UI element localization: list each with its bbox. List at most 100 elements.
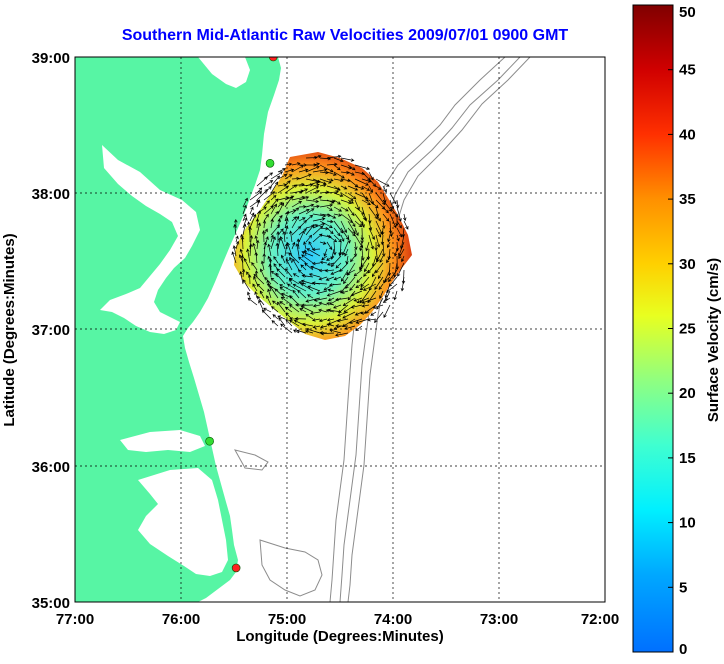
velocity-arrow — [324, 268, 335, 273]
velocity-arrow — [389, 213, 397, 229]
velocity-arrow — [326, 219, 334, 224]
velocity-arrow — [347, 185, 359, 191]
velocity-arrow — [242, 204, 247, 215]
velocity-arrow — [356, 297, 370, 304]
station-marker — [268, 57, 278, 62]
velocity-arrow — [263, 228, 268, 236]
velocity-arrow — [375, 178, 390, 187]
x-tick-label: 76:00 — [162, 611, 200, 628]
velocity-arrow — [243, 257, 251, 271]
velocity-arrow — [326, 162, 338, 167]
velocity-arrow — [271, 320, 279, 327]
velocity-arrow — [263, 213, 269, 222]
velocity-arrow — [305, 186, 320, 194]
velocity-arrow — [347, 213, 356, 228]
velocity-arrow — [286, 283, 300, 292]
velocity-arrow — [368, 178, 377, 187]
colorbar-ticks: 0 5 10 15 20 25 30 35 40 45 50 — [668, 4, 696, 658]
velocity-arrow — [395, 241, 400, 252]
velocity-arrow — [379, 290, 384, 299]
velocity-arrow — [254, 291, 258, 299]
velocity-arrow — [298, 208, 310, 215]
velocity-arrow — [333, 171, 345, 179]
y-tick-label: 35:00 — [32, 595, 70, 612]
velocity-arrow — [342, 318, 356, 327]
velocity-arrow — [383, 276, 391, 282]
velocity-arrow — [333, 157, 344, 163]
velocity-arrow — [359, 241, 363, 252]
velocity-arrow — [276, 268, 286, 278]
velocity-arrow — [232, 245, 237, 257]
velocity-arrow — [326, 227, 334, 235]
velocity-arrow — [393, 248, 398, 257]
velocity-arrow — [333, 213, 342, 217]
velocity-arrow — [249, 235, 254, 250]
velocity-arrow — [350, 290, 363, 297]
velocity-arrow — [298, 196, 310, 201]
x-tick-label: 77:00 — [56, 611, 94, 628]
velocity-arrow — [277, 168, 286, 173]
velocity-arrow — [298, 205, 307, 209]
velocity-arrow — [378, 283, 384, 290]
velocity-arrow — [384, 283, 391, 299]
velocity-arrow — [330, 255, 342, 268]
velocity-arrow — [312, 233, 323, 243]
velocity-arrow — [289, 256, 293, 264]
velocity-arrow — [345, 255, 349, 265]
velocity-arrow — [305, 165, 320, 173]
velocity-arrow — [367, 318, 377, 322]
velocity-arrow — [312, 222, 326, 229]
colorbar-tick-label: 25 — [679, 321, 696, 338]
velocity-arrow — [318, 308, 328, 313]
velocity-vectors — [231, 154, 409, 337]
velocity-arrow — [279, 301, 286, 306]
velocity-arrow — [312, 162, 321, 166]
velocity-arrow — [292, 258, 300, 271]
velocity-arrow — [311, 261, 321, 266]
velocity-arrow — [259, 290, 265, 299]
velocity-arrow — [364, 304, 377, 314]
velocity-arrow — [263, 200, 270, 208]
velocity-arrow — [255, 239, 260, 250]
colorbar-tick-label: 35 — [679, 191, 696, 208]
velocity-arrow — [375, 185, 382, 190]
velocity-arrow — [319, 203, 334, 208]
velocity-arrow — [270, 218, 274, 229]
velocity-arrow — [354, 199, 360, 211]
velocity-arrow — [298, 188, 309, 194]
velocity-arrow — [270, 224, 281, 236]
velocity-arrow — [350, 255, 356, 263]
velocity-arrow — [327, 297, 335, 302]
velocity-arrow — [269, 285, 279, 299]
velocity-arrow — [256, 176, 268, 187]
velocity-arrow — [301, 254, 314, 264]
velocity-arrow — [233, 223, 237, 236]
velocity-arrow — [361, 220, 365, 228]
velocity-arrow — [382, 206, 389, 214]
velocity-arrow — [289, 295, 300, 306]
velocity-arrow — [256, 187, 263, 194]
velocity-arrow — [247, 291, 251, 299]
velocity-arrow — [347, 199, 354, 204]
velocity-arrow — [333, 241, 337, 256]
velocity-arrow — [354, 178, 369, 186]
velocity-arrow — [305, 208, 315, 215]
velocity-arrow — [354, 311, 363, 316]
velocity-arrow — [268, 263, 272, 278]
velocity-arrow — [241, 268, 246, 278]
velocity-arrow — [242, 279, 251, 292]
velocity-arrow — [305, 214, 314, 222]
velocity-arrow — [335, 262, 342, 269]
velocity-arrow — [327, 288, 335, 292]
velocity-arrow — [319, 220, 333, 228]
velocity-arrow — [289, 277, 300, 285]
velocity-arrow — [333, 164, 341, 171]
velocity-arrow — [326, 241, 333, 251]
velocity-arrow — [256, 295, 265, 306]
velocity-arrow — [270, 194, 277, 201]
velocity-arrow — [386, 255, 391, 264]
velocity-arrow — [276, 231, 280, 243]
velocity-arrow — [300, 305, 314, 313]
x-axis-label: Longitude (Degrees:Minutes) — [236, 628, 444, 645]
velocity-arrow — [318, 268, 328, 273]
